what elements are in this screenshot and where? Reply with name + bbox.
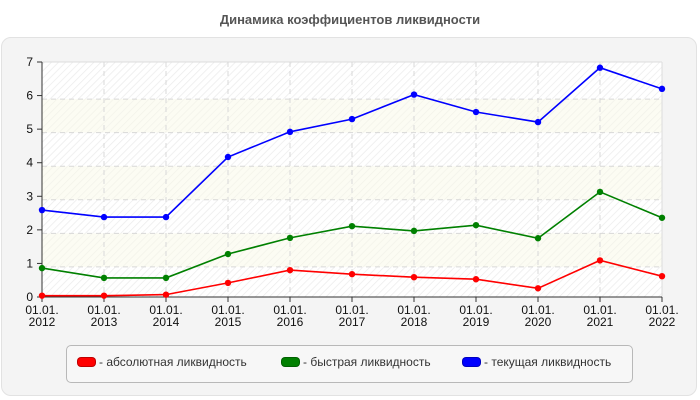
data-series [38, 64, 666, 299]
data-point[interactable] [658, 85, 666, 93]
x-tick-label: 2019 [463, 315, 490, 329]
x-tick-label: 01.01. [459, 303, 492, 317]
y-tick-label: 7 [26, 55, 33, 69]
data-point[interactable] [534, 285, 542, 292]
data-point[interactable] [162, 291, 170, 298]
data-point[interactable] [286, 234, 294, 242]
x-tick-label: 01.01. [211, 303, 244, 317]
data-point[interactable] [410, 91, 418, 98]
data-point[interactable] [472, 276, 480, 283]
data-point[interactable] [100, 213, 108, 221]
data-point[interactable] [410, 273, 418, 281]
x-tick-label: 01.01. [149, 303, 182, 317]
x-tick-label: 2022 [649, 315, 676, 329]
x-tick-label: 2016 [277, 315, 304, 329]
data-point[interactable] [100, 292, 108, 299]
x-tick-label: 2018 [401, 315, 428, 329]
x-tick-label: 2013 [91, 315, 118, 329]
data-point[interactable] [472, 108, 480, 116]
data-point[interactable] [162, 213, 170, 221]
data-point[interactable] [596, 257, 604, 264]
data-point[interactable] [224, 250, 232, 258]
x-tick-label: 01.01. [335, 303, 368, 317]
legend-swatch-green [281, 357, 300, 367]
y-tick-label: 4 [26, 156, 33, 170]
data-point[interactable] [410, 227, 418, 235]
data-point[interactable] [286, 266, 294, 274]
data-point[interactable] [658, 272, 666, 280]
y-tick-label: 1 [26, 256, 33, 270]
x-tick-label: 01.01. [25, 303, 58, 317]
data-point[interactable] [224, 279, 232, 287]
x-tick-label: 01.01. [521, 303, 554, 317]
data-point[interactable] [100, 274, 108, 282]
y-tick-label: 3 [26, 189, 33, 203]
legend-item-current[interactable]: - текущая ликвидность [462, 355, 611, 369]
x-tick-label: 01.01. [645, 303, 678, 317]
x-tick-label: 2014 [153, 315, 180, 329]
y-tick-label: 0 [26, 290, 33, 304]
data-point[interactable] [534, 235, 542, 242]
y-tick-label: 5 [26, 122, 33, 136]
x-tick-label: 2017 [339, 315, 366, 329]
chart-title: Динамика коэффициентов ликвидности [219, 12, 481, 27]
data-point[interactable] [534, 118, 542, 126]
x-tick-label: 01.01. [397, 303, 430, 317]
x-tick-label: 2021 [587, 315, 614, 329]
data-point[interactable] [38, 206, 46, 214]
legend-item-absolute[interactable]: - абсолютная ликвидность [77, 355, 247, 369]
legend: - абсолютная ликвидность - быстрая ликви… [66, 345, 633, 383]
data-point[interactable] [596, 64, 604, 71]
data-point[interactable] [286, 128, 294, 136]
data-point[interactable] [38, 292, 46, 299]
legend-swatch-red [77, 357, 96, 367]
data-point[interactable] [596, 188, 604, 196]
data-point[interactable] [38, 264, 46, 272]
legend-label: - абсолютная ликвидность [99, 355, 247, 369]
legend-label: - быстрая ликвидность [303, 355, 431, 369]
x-tick-label: 2012 [29, 315, 56, 329]
gridlines [42, 61, 663, 297]
legend-swatch-blue [462, 357, 481, 367]
x-tick-label: 2015 [215, 315, 242, 329]
legend-item-quick[interactable]: - быстрая ликвидность [281, 355, 431, 369]
x-tick-label: 01.01. [87, 303, 120, 317]
axes: 0123456701.01.201201.01.201301.01.201401… [25, 55, 678, 329]
x-tick-label: 2020 [525, 315, 552, 329]
y-tick-label: 2 [26, 223, 33, 237]
data-point[interactable] [224, 153, 232, 161]
data-point[interactable] [162, 274, 170, 282]
data-point[interactable] [658, 214, 666, 221]
x-tick-label: 01.01. [273, 303, 306, 317]
y-tick-label: 6 [26, 89, 33, 103]
data-point[interactable] [348, 115, 356, 123]
data-point[interactable] [348, 222, 356, 230]
data-point[interactable] [348, 270, 356, 278]
data-point[interactable] [472, 221, 480, 229]
x-tick-label: 01.01. [583, 303, 616, 317]
legend-label: - текущая ликвидность [484, 355, 612, 369]
